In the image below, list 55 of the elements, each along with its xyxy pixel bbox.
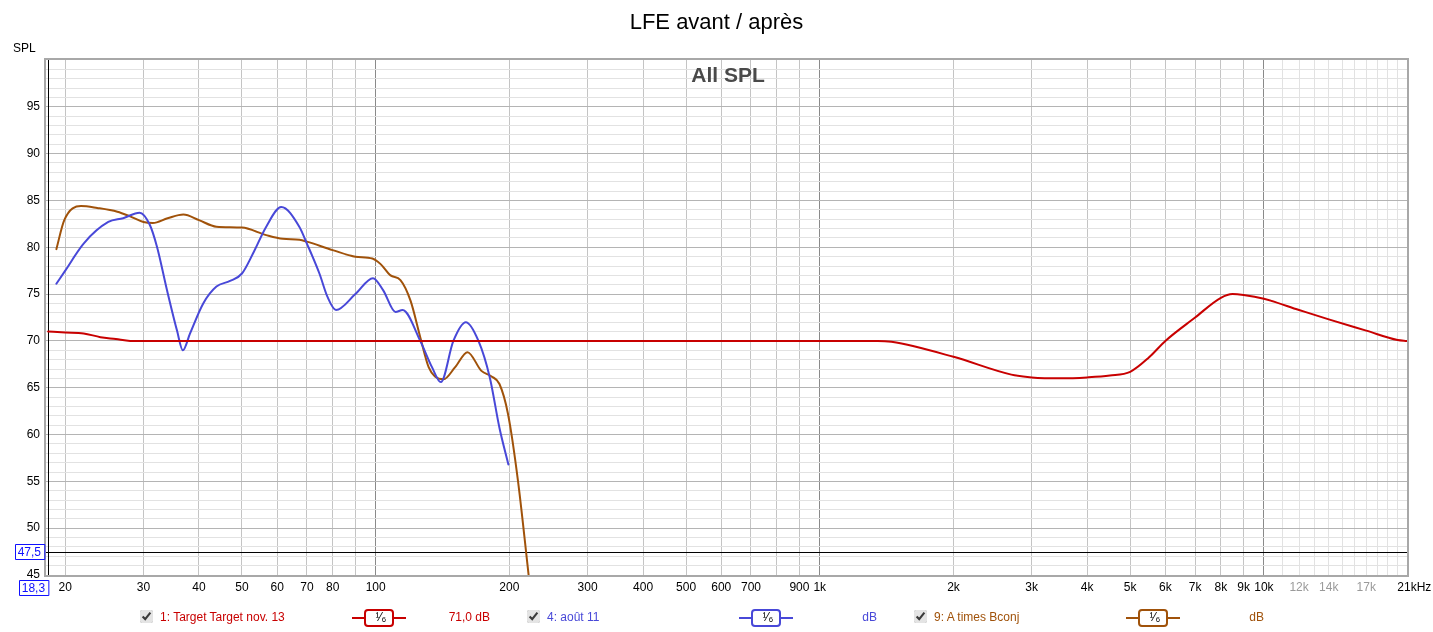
text: 1: Target Target nov. 13 (160, 610, 285, 624)
x-tick-label: 5k (1123, 579, 1138, 594)
x-tick-label: 9k (1237, 579, 1251, 594)
x-tick-label: 4k (1080, 579, 1095, 594)
x-tick-label: 21k (1397, 579, 1418, 594)
ref-line-label: 18,3 (21, 580, 46, 595)
text: 4: août 11 (547, 610, 600, 624)
x-tick-label: 70 (300, 579, 314, 594)
x-tick-label: 500 (676, 579, 697, 594)
y-tick-label: 85 (26, 192, 41, 207)
x-tick-label: 10k (1254, 579, 1275, 594)
text: dB (1249, 610, 1264, 624)
x-tick-label: 8k (1214, 579, 1229, 594)
y-tick-label: 45 (26, 567, 41, 582)
text: ¹⁄₆ (1140, 610, 1170, 624)
y-tick-label: 80 (26, 239, 41, 254)
text: ¹⁄₆ (753, 610, 783, 624)
x-tick-label: 17k (1356, 579, 1377, 594)
y-tick-label: 75 (26, 286, 41, 301)
chart-subtitle: All SPL (690, 63, 766, 87)
x-tick-label: 80 (325, 579, 340, 594)
x-tick-label: 300 (577, 579, 598, 594)
y-tick-label: 60 (26, 426, 41, 441)
x-tick-label: 100 (365, 579, 387, 594)
x-tick-label: 6k (1159, 579, 1173, 594)
x-tick-label: 50 (235, 579, 249, 594)
x-tick-label: 400 (633, 579, 654, 594)
x-tick-label: 700 (740, 579, 762, 594)
x-tick-label: 30 (136, 579, 151, 594)
x-tick-label: 12k (1289, 579, 1310, 594)
x-tick-label: 40 (192, 579, 206, 594)
x-tick-label: 7k (1188, 579, 1203, 594)
x-tick-label: 900 (789, 579, 810, 594)
y-axis-title: SPL (13, 41, 36, 55)
x-tick-label: 600 (711, 579, 732, 594)
y-tick-label: 50 (26, 520, 41, 535)
y-tick-label: 65 (26, 380, 41, 395)
ref-line-label: 47,5 (17, 544, 42, 559)
text: dB (862, 610, 877, 624)
x-tick-label: 20 (58, 579, 73, 594)
x-tick-label: 2k (947, 579, 961, 594)
x-axis-title: Hz (1416, 579, 1432, 594)
text: 71,0 dB (448, 610, 490, 624)
y-tick-label: 70 (26, 333, 41, 348)
text: ¹⁄₆ (366, 610, 396, 624)
x-tick-label: 3k (1025, 579, 1040, 594)
x-tick-label: 1k (813, 579, 828, 594)
text: 9: A times Bconj (934, 610, 1020, 624)
x-tick-label: 60 (270, 579, 285, 594)
y-tick-label: 90 (26, 145, 41, 160)
chart-title: LFE avant / après (628, 9, 805, 35)
y-tick-label: 55 (26, 473, 41, 488)
x-tick-label: 14k (1319, 579, 1340, 594)
x-tick-label: 200 (499, 579, 520, 594)
y-tick-label: 95 (26, 99, 41, 114)
